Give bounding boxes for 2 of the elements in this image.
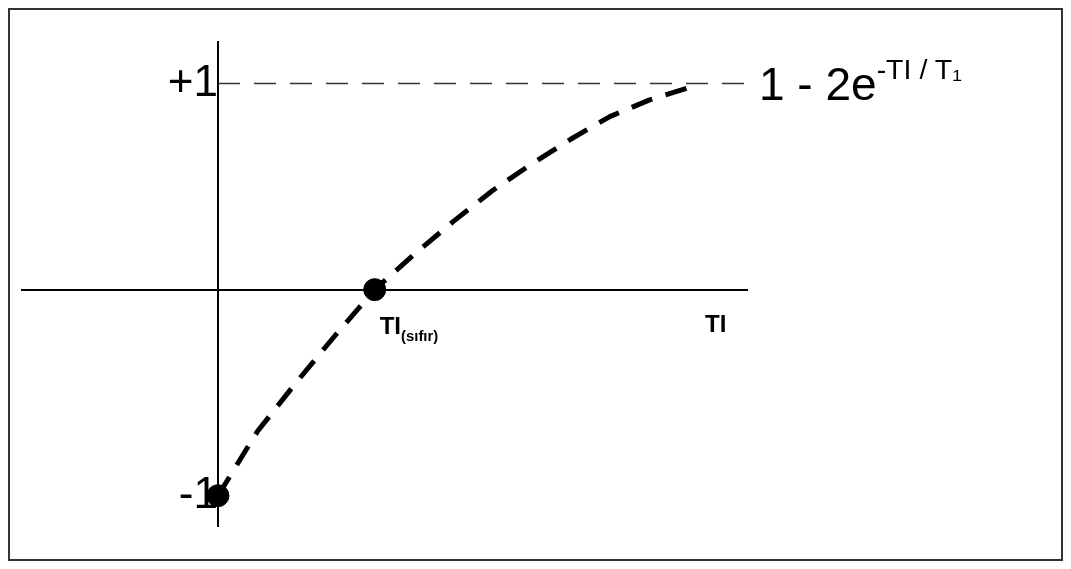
y-tick-label: +1 (167, 55, 218, 105)
x-axis-title: TI (705, 309, 727, 337)
